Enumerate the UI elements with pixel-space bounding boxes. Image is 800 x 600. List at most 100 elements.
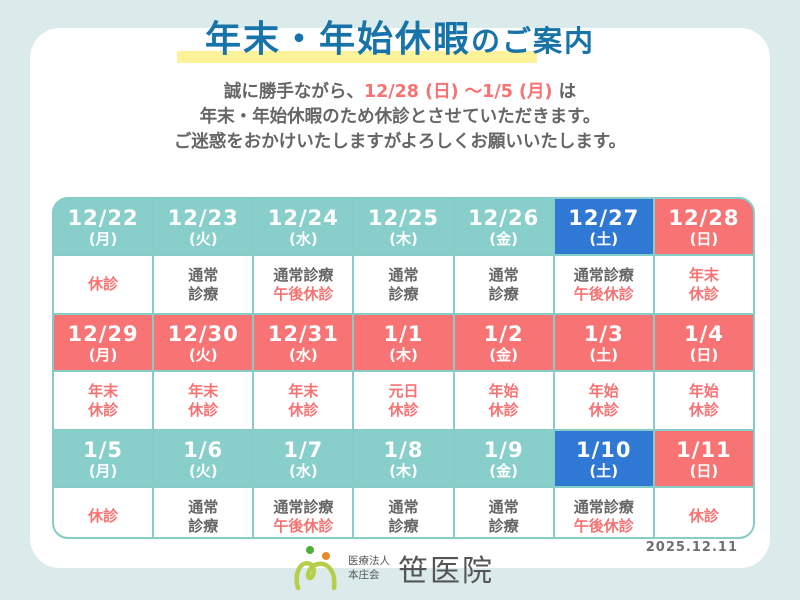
day-header: 1/10 (土) [554, 431, 653, 486]
intro-line-1-pre: 誠に勝手ながら、 [223, 82, 364, 102]
status-line: 診療 [188, 284, 219, 303]
schedule-calendar: 12/22 (月) 休診 12/23 (火) 通常 診療 12/24 (水) 通常診療 午後休診 12… [52, 197, 755, 539]
day-header: 1/2 (金) [454, 315, 553, 370]
status-line: 通常 [188, 265, 219, 284]
day-status: 元日 休診 [354, 372, 453, 429]
status-line: 休診 [388, 400, 419, 419]
status-line: 休診 [88, 275, 119, 293]
status-line: 診療 [188, 516, 219, 535]
day-date: 1/11 [676, 437, 732, 462]
day-date: 12/29 [67, 321, 139, 346]
status-line: 通常 [488, 497, 519, 516]
status-line: 元日 [388, 381, 419, 400]
day-header: 1/8 (木) [354, 431, 453, 486]
day-weekday: (土) [589, 461, 619, 480]
closure-period: 12/28 (日) ～1/5 (月) [363, 82, 553, 102]
day-weekday: (水) [288, 229, 318, 248]
day-header: 1/6 (火) [154, 431, 253, 486]
status-line: 午後休診 [273, 516, 334, 535]
day-date: 1/10 [576, 437, 632, 462]
day-header: 12/26 (金) [454, 199, 553, 254]
status-line: 休診 [688, 507, 719, 525]
day-weekday: (金) [489, 345, 518, 364]
status-line: 午後休診 [573, 284, 634, 303]
day-date: 12/30 [167, 321, 239, 346]
status-line: 休診 [188, 400, 219, 419]
day-status: 年始 休診 [454, 372, 553, 429]
day-weekday: (土) [589, 229, 619, 248]
day-status: 年末 休診 [54, 372, 153, 429]
status-line: 休診 [688, 400, 719, 419]
status-line: 年末 [688, 265, 719, 284]
day-status: 年末 休診 [254, 372, 353, 429]
status-line: 休診 [288, 400, 319, 419]
day-date: 1/8 [383, 437, 424, 462]
org-name: 医療法人 本庄会 [348, 554, 390, 582]
clinic-logo: 医療法人 本庄会 笹医院 [292, 543, 494, 593]
day-header: 12/22 (月) [54, 199, 153, 254]
status-line: 年末 [188, 381, 219, 400]
day-status: 通常診療 午後休診 [554, 488, 653, 537]
status-line: 午後休診 [573, 516, 634, 535]
day-weekday: (水) [288, 461, 318, 480]
day-weekday: (水) [288, 345, 318, 364]
day-weekday: (火) [188, 461, 218, 480]
status-line: 年末 [288, 381, 319, 400]
status-line: 診療 [388, 516, 419, 535]
status-line: 年始 [588, 381, 619, 400]
status-line: 通常診療 [273, 497, 334, 516]
day-date: 1/2 [483, 321, 524, 346]
status-line: 診療 [388, 284, 419, 303]
status-line: 通常診療 [273, 265, 334, 284]
intro-line-2: 年末・年始休暇のため休診とさせていただきます。 [199, 107, 601, 127]
day-header: 1/9 (金) [454, 431, 553, 486]
day-status: 通常 診療 [354, 256, 453, 313]
day-header: 12/29 (月) [54, 315, 153, 370]
day-date: 1/1 [383, 321, 424, 346]
day-weekday: (日) [689, 345, 719, 364]
day-date: 1/6 [183, 437, 224, 462]
intro-line-1-post: は [552, 82, 577, 102]
day-weekday: (日) [689, 461, 719, 480]
day-date: 1/3 [583, 321, 624, 346]
status-line: 休診 [588, 400, 619, 419]
day-header: 1/4 (日) [654, 315, 753, 370]
status-line: 休診 [488, 400, 519, 419]
clinic-logo-icon [294, 546, 337, 591]
day-weekday: (火) [188, 345, 218, 364]
status-line: 休診 [88, 507, 119, 525]
day-header: 12/31 (水) [254, 315, 353, 370]
day-status: 年末 休診 [654, 256, 753, 313]
status-line: 通常診療 [573, 497, 634, 516]
day-date: 12/23 [167, 205, 239, 230]
day-status: 通常診療 午後休診 [254, 488, 353, 537]
day-status: 通常 診療 [354, 488, 453, 537]
day-header: 1/7 (水) [254, 431, 353, 486]
day-date: 12/22 [67, 205, 139, 230]
day-status: 通常 診療 [154, 488, 253, 537]
day-header: 12/27 (土) [554, 199, 653, 254]
day-header: 12/25 (木) [354, 199, 453, 254]
day-date: 1/9 [483, 437, 524, 462]
status-line: 通常 [188, 497, 219, 516]
day-weekday: (火) [188, 229, 218, 248]
day-header: 12/28 (日) [654, 199, 753, 254]
status-line: 年始 [488, 381, 519, 400]
status-line: 診療 [488, 516, 519, 535]
clinic-name: 笹医院 [398, 554, 494, 589]
day-weekday: (木) [389, 461, 418, 480]
day-weekday: (日) [689, 229, 719, 248]
title-highlight [176, 51, 537, 63]
day-weekday: (土) [589, 345, 619, 364]
day-date: 12/31 [267, 321, 339, 346]
day-status: 年末 休診 [154, 372, 253, 429]
day-date: 1/4 [683, 321, 724, 346]
day-header: 1/5 (月) [54, 431, 153, 486]
status-line: 通常 [388, 497, 419, 516]
status-line: 休診 [688, 284, 719, 303]
intro-text: 誠に勝手ながら、12/28 (日) ～1/5 (月) は 年末・年始休暇のため休… [0, 80, 800, 155]
day-date: 1/5 [83, 437, 124, 462]
day-weekday: (月) [88, 461, 118, 480]
day-status: 休診 [54, 488, 153, 537]
day-header: 12/24 (水) [254, 199, 353, 254]
